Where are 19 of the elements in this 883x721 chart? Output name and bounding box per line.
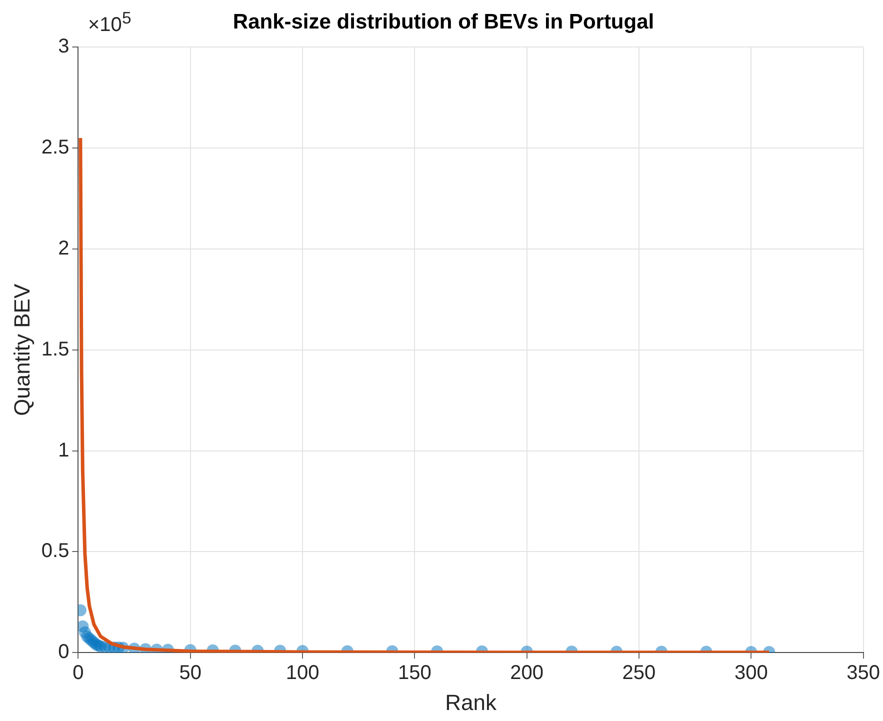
y-tick-label: 2.5: [41, 136, 70, 159]
text: ×10$^{5}$: [88, 8, 132, 36]
y-tick-label: 3: [58, 36, 70, 58]
y-tick-label: 2: [58, 238, 70, 260]
x-tick-label: 250: [622, 662, 656, 684]
x-tick-label: 350: [846, 662, 880, 684]
x-tick-label: 100: [286, 662, 320, 684]
chart-title: Rank-size distribution of BEVs in Portugal: [232, 10, 654, 34]
y-tick-label: 1: [58, 439, 70, 462]
y-tick-label: 0.5: [41, 540, 70, 562]
x-tick-label: 50: [179, 662, 202, 684]
x-tick-label: 300: [734, 662, 768, 684]
y-tick-label: 1.5: [41, 338, 70, 360]
y-tick-label: 0: [58, 641, 70, 664]
y-axis-title: Quantity BEV: [9, 284, 34, 416]
x-tick-label: 150: [398, 662, 432, 684]
x-axis-title: Rank: [445, 690, 498, 715]
x-tick-label: 200: [510, 662, 544, 684]
x-tick-label: 0: [72, 662, 84, 684]
